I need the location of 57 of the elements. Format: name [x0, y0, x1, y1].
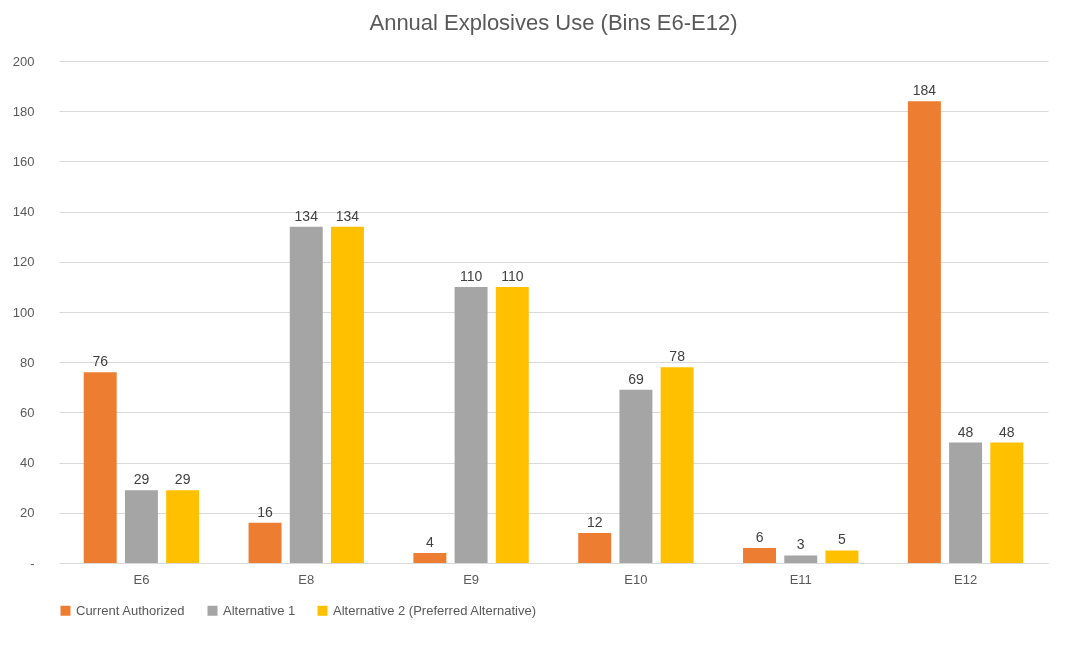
- chart-title: Annual Explosives Use (Bins E6-E12): [369, 10, 738, 35]
- bar: [660, 367, 694, 563]
- data-label: 48: [999, 423, 1015, 440]
- x-tick-label: E6: [133, 571, 150, 587]
- bar: [248, 522, 282, 563]
- data-label: 110: [501, 267, 524, 284]
- bar: [413, 552, 447, 563]
- bar: [619, 389, 653, 563]
- y-tick-label: -: [30, 555, 35, 571]
- bar: [454, 286, 488, 563]
- bar: [990, 442, 1024, 563]
- y-tick-label: 120: [12, 254, 35, 270]
- data-label: 4: [425, 533, 434, 550]
- x-tick-label: E11: [789, 571, 812, 587]
- data-label: 78: [669, 348, 686, 365]
- data-label: 3: [796, 536, 805, 553]
- bar: [825, 550, 859, 563]
- y-tick-label: 180: [12, 103, 35, 119]
- data-label: 48: [957, 423, 974, 440]
- data-label: 29: [174, 471, 191, 488]
- bar: [83, 372, 117, 563]
- bar: [784, 555, 818, 563]
- data-label: 16: [257, 503, 274, 520]
- x-tick-label: E12: [954, 571, 978, 587]
- y-tick-label: 40: [20, 455, 35, 471]
- y-tick-label: 20: [20, 505, 35, 521]
- legend-label: Current Authorized: [76, 602, 185, 618]
- data-label: 5: [838, 531, 847, 548]
- bar: [124, 490, 158, 563]
- bar: [949, 442, 983, 563]
- data-label: 184: [912, 82, 937, 99]
- x-tick-label: E10: [624, 571, 648, 587]
- y-tick-label: 160: [12, 153, 35, 169]
- bar: [289, 226, 323, 563]
- bar: [495, 286, 529, 563]
- y-tick-label: 140: [12, 204, 35, 220]
- bar: [743, 547, 777, 563]
- legend-label: Alternative 1: [223, 602, 296, 618]
- y-tick-label: 60: [20, 404, 35, 420]
- data-label: 134: [294, 207, 319, 224]
- data-label: 134: [335, 207, 360, 224]
- data-label: 69: [628, 370, 644, 387]
- bar: [330, 226, 364, 563]
- bar: [907, 101, 941, 563]
- legend-label: Alternative 2 (Preferred Alternative): [333, 602, 537, 618]
- data-label: 110: [459, 267, 483, 284]
- x-tick-label: E8: [298, 571, 315, 587]
- data-label: 76: [92, 353, 109, 370]
- data-label: 29: [133, 471, 150, 488]
- bar: [166, 490, 200, 563]
- y-tick-label: 200: [12, 53, 35, 69]
- y-tick-label: 100: [12, 304, 35, 320]
- data-label: 12: [586, 513, 603, 530]
- data-label: 6: [755, 528, 764, 545]
- y-tick-label: 80: [20, 354, 35, 370]
- x-tick-label: E9: [463, 571, 480, 587]
- bar: [578, 532, 612, 563]
